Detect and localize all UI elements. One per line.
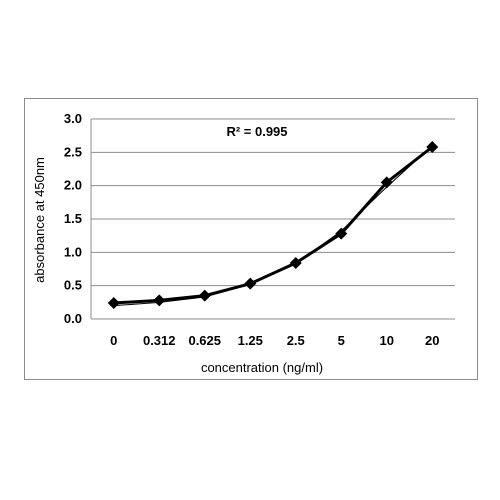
data-point-marker <box>380 176 393 189</box>
x-tick-label: 10 <box>380 333 394 348</box>
trendline <box>113 145 433 307</box>
x-tick-label: 0 <box>110 333 117 348</box>
data-point-marker <box>335 227 348 240</box>
series-layer <box>107 141 439 309</box>
y-tick-label: 0.5 <box>64 278 82 293</box>
y-tick-label: 2.0 <box>64 178 82 193</box>
label-layer: 0.0 0.5 1.0 1.5 2.0 2.5 3.0 0 0.312 0.625 1.25 2.5 5… <box>64 111 440 348</box>
x-axis-title: concentration (ng/ml) <box>201 360 323 375</box>
data-point-marker <box>244 277 257 290</box>
y-tick-label: 0.0 <box>64 311 82 326</box>
data-point-marker <box>198 289 211 302</box>
x-tick-label: 1.25 <box>238 333 263 348</box>
trendline-layer <box>113 145 433 307</box>
y-tick-label: 1.0 <box>64 244 82 259</box>
x-tick-label: 20 <box>425 333 439 348</box>
data-point-marker <box>289 257 302 269</box>
x-tick-label: 5 <box>338 333 345 348</box>
chart-frame: 0.0 0.5 1.0 1.5 2.0 2.5 3.0 0 0.312 0.625 1.25 2.5 5… <box>24 98 478 380</box>
x-tick-label: 0.625 <box>188 333 221 348</box>
grid-layer <box>91 118 455 287</box>
y-axis-title: absorbance at 450nm <box>32 157 47 283</box>
y-tick-label: 2.5 <box>64 144 82 159</box>
x-tick-label: 2.5 <box>287 333 305 348</box>
y-tick-label: 1.5 <box>64 211 82 226</box>
y-tick-label: 3.0 <box>64 111 82 126</box>
series-line <box>113 145 434 305</box>
axis-layer <box>90 119 455 320</box>
data-point-marker <box>107 297 120 309</box>
r-squared-annotation: R² = 0.995 <box>226 124 287 139</box>
line-chart: 0.0 0.5 1.0 1.5 2.0 2.5 3.0 0 0.312 0.625 1.25 2.5 5… <box>32 111 455 375</box>
data-point-marker <box>426 141 439 153</box>
data-point-marker <box>153 294 166 307</box>
x-tick-label: 0.312 <box>143 333 176 348</box>
